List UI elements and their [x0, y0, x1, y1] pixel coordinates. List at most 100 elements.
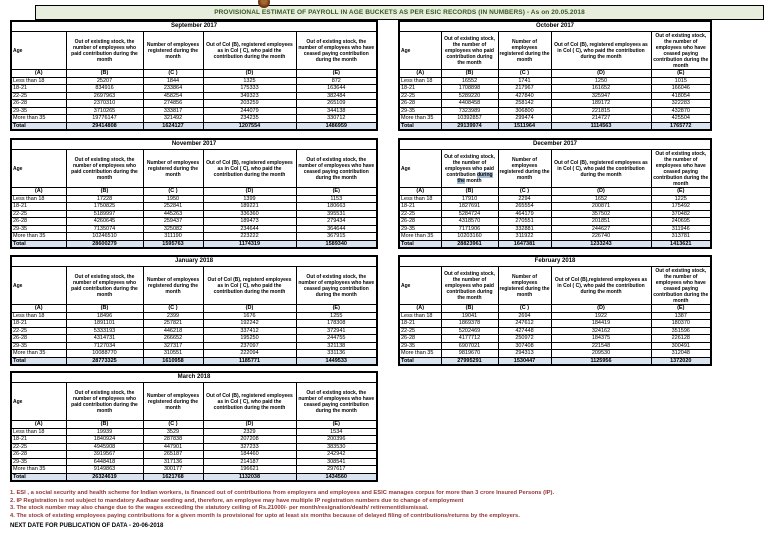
- value-cell: 2370310: [65, 99, 144, 108]
- value-cell: 382484: [295, 91, 378, 100]
- value-cell: 364644: [295, 224, 378, 233]
- column-letter: (E): [650, 304, 712, 313]
- value-cell: 184460: [202, 450, 297, 459]
- value-cell: 27995291: [440, 356, 499, 366]
- value-cell: 257821: [142, 319, 204, 328]
- payroll-table-december-2017: December 2017 Age Out of existing stock, t…: [398, 138, 713, 249]
- column-header-c: Number of employees registered during th…: [497, 31, 552, 70]
- total-row: Total 28600279 1595763 1174319 1589340: [10, 239, 378, 249]
- age-cell: Less than 18: [10, 76, 67, 85]
- column-header-d: Out of Col (B),registered employees as i…: [550, 266, 652, 305]
- column-letter: (D): [550, 187, 652, 196]
- age-cell: More than 35: [10, 465, 67, 474]
- value-cell: 196621: [202, 465, 297, 474]
- value-cell: 195250: [202, 334, 297, 343]
- column-letter: (B): [65, 187, 144, 196]
- age-cell: 26-28: [10, 217, 67, 226]
- column-header-age: Age: [10, 149, 67, 188]
- month-title: February 2018: [398, 255, 712, 267]
- value-cell: 1647381: [497, 239, 552, 249]
- value-cell: 25207: [65, 76, 144, 85]
- value-cell: 265187: [142, 450, 204, 459]
- value-cell: 321492: [142, 114, 204, 123]
- column-letter: (C ): [497, 69, 552, 78]
- value-cell: 1399: [202, 194, 297, 203]
- value-cell: 357502: [550, 209, 652, 218]
- value-cell: 446218: [142, 326, 204, 335]
- age-cell: Less than 18: [398, 76, 442, 85]
- column-header-age: Age: [10, 382, 67, 421]
- value-cell: 1449533: [295, 356, 378, 366]
- age-cell: Total: [10, 121, 67, 131]
- value-cell: 3529: [142, 427, 204, 436]
- column-letter: (B): [440, 304, 499, 313]
- value-cell: 311190: [142, 232, 204, 241]
- value-cell: 247612: [497, 319, 552, 328]
- value-cell: 332881: [497, 224, 552, 233]
- table-row: 26-28 4314731 266652 195250 244755: [10, 334, 378, 343]
- value-cell: 244755: [295, 334, 378, 343]
- column-header-age: Age: [10, 31, 67, 70]
- value-cell: 19776147: [65, 114, 144, 123]
- age-cell: 29-35: [10, 341, 67, 350]
- table-row: 29-35 3710265 333817 244079 344138: [10, 106, 378, 115]
- column-header-age: Age: [10, 266, 67, 305]
- age-cell: 29-35: [10, 224, 67, 233]
- value-cell: 1610958: [142, 356, 204, 366]
- next-publication-date: NEXT DATE FOR PUBLICATION OF DATA - 20-0…: [10, 523, 164, 529]
- value-cell: 300491: [650, 341, 712, 350]
- value-cell: 214727: [550, 114, 652, 123]
- age-cell: 22-25: [10, 326, 67, 335]
- value-cell: 297617: [295, 465, 378, 474]
- age-cell: 22-25: [398, 326, 442, 335]
- value-cell: 7135074: [65, 224, 144, 233]
- value-cell: 5289220: [440, 91, 499, 100]
- value-cell: 16552: [440, 76, 499, 85]
- value-cell: 265109: [295, 99, 378, 108]
- value-cell: 300177: [142, 465, 204, 474]
- value-cell: 258142: [497, 99, 552, 108]
- column-header-d: Out of Col (B), registered employees as …: [550, 31, 652, 70]
- age-cell: 18-21: [10, 84, 67, 93]
- payroll-table-september-2017: September 2017 Age Out of existing stock, …: [10, 20, 379, 131]
- value-cell: 4945908: [65, 442, 144, 451]
- age-cell: 18-21: [398, 84, 442, 93]
- value-cell: 349323: [202, 91, 297, 100]
- value-cell: 445263: [142, 209, 204, 218]
- value-cell: 367915: [295, 232, 378, 241]
- column-header-e: Out of existing stock, the number of emp…: [650, 31, 712, 70]
- value-cell: 1413621: [650, 239, 712, 249]
- age-cell: More than 35: [398, 232, 442, 241]
- table-row: Less than 18 25207 1844 1325 872: [10, 76, 378, 85]
- value-cell: 306800: [497, 106, 552, 115]
- age-cell: 18-21: [10, 435, 67, 444]
- table-section-september-2017: September 2017 Age Out of existing stock, …: [10, 20, 379, 131]
- value-cell: 1844: [142, 76, 204, 85]
- value-cell: 7127034: [65, 341, 144, 350]
- highlighted-text: during the: [457, 171, 493, 184]
- value-cell: 209530: [550, 349, 652, 358]
- payroll-table-february-2018: February 2018 Age Out of existing stock, t…: [398, 255, 713, 366]
- age-cell: Total: [10, 472, 67, 482]
- value-cell: 217967: [497, 84, 552, 93]
- column-letter: (A): [398, 187, 442, 196]
- age-cell: 26-28: [10, 334, 67, 343]
- age-cell: 22-25: [10, 91, 67, 100]
- value-cell: 4408458: [440, 99, 499, 108]
- table-row: 22-25 5202469 427448 324162 351596: [398, 326, 712, 335]
- value-cell: 1891101: [65, 319, 144, 328]
- column-header-c: Number of employees registered during th…: [142, 31, 204, 70]
- month-title: September 2017: [10, 20, 378, 32]
- table-row: 26-28 4260645 259437 189473 279434: [10, 217, 378, 226]
- age-cell: Total: [10, 356, 67, 366]
- value-cell: 184419: [550, 319, 652, 328]
- value-cell: 10203160: [440, 232, 499, 241]
- column-letter: (C ): [497, 187, 552, 196]
- value-cell: 333817: [142, 106, 204, 115]
- value-cell: 242942: [295, 450, 378, 459]
- value-cell: 1530447: [497, 356, 552, 366]
- value-cell: 4177712: [440, 334, 499, 343]
- value-cell: 1534: [295, 427, 378, 436]
- value-cell: 10392857: [440, 114, 499, 123]
- table-row: More than 35 10088770 310551 222094 331136: [10, 349, 378, 358]
